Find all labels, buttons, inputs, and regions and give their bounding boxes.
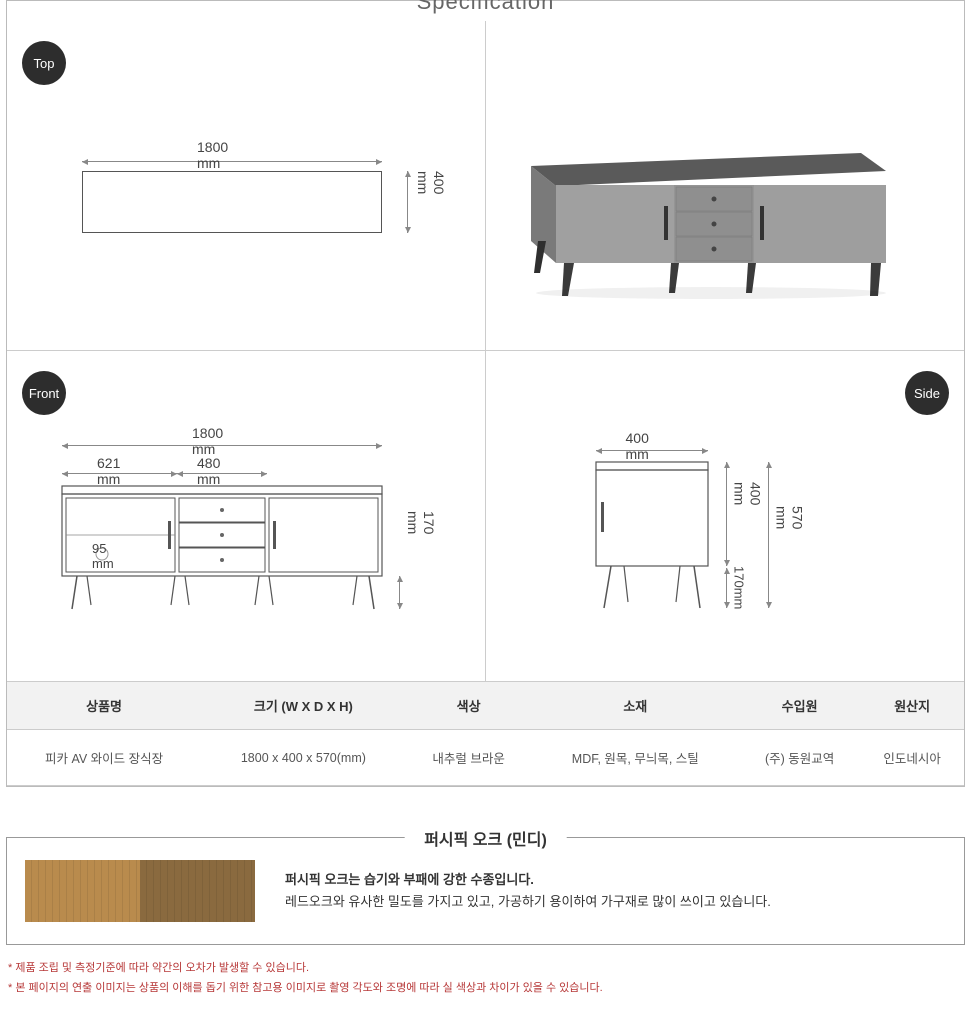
badge-top: Top xyxy=(22,41,66,85)
footnote-2: * 본 페이지의 연출 이미지는 상품의 이해를 돕기 위한 참고용 이미지로 … xyxy=(8,979,963,999)
td-material: MDF, 원목, 무늬목, 스틸 xyxy=(532,730,739,786)
material-line2: 레드오크와 유사한 밀도를 가지고 있고, 가공하기 용이하여 가구재로 많이 … xyxy=(285,891,771,913)
badge-front: Front xyxy=(22,371,66,415)
footnote-1: * 제품 조립 및 측정기준에 따라 약간의 오차가 발생할 수 있습니다. xyxy=(8,959,963,979)
material-line1: 퍼시픽 오크는 습기와 부패에 강한 수종입니다. xyxy=(285,869,771,891)
dim-front-width: 1800 mm xyxy=(192,425,223,457)
cell-side-view: Side 400 mm 400 mm 170mm xyxy=(486,351,965,681)
dim-side-total-h: 570 mm xyxy=(774,506,806,529)
dim-top-width: 1800 mm xyxy=(197,139,228,171)
td-origin: 인도네시아 xyxy=(860,730,964,786)
material-text: 퍼시픽 오크는 습기와 부패에 강한 수종입니다. 레드오크와 유사한 밀도를 … xyxy=(285,869,771,913)
td-size: 1800 x 400 x 570(mm) xyxy=(201,730,405,786)
spec-table-header-row: 상품명 크기 (W X D X H) 색상 소재 수입원 원산지 xyxy=(7,682,964,730)
td-color: 내추럴 브라운 xyxy=(406,730,532,786)
cell-top-view: Top 1800 mm 400 mm xyxy=(7,21,486,351)
th-material: 소재 xyxy=(532,682,739,730)
cell-photo xyxy=(486,21,965,351)
td-importer: (주) 동원교역 xyxy=(739,730,860,786)
spec-grid: Top 1800 mm 400 mm xyxy=(7,21,964,681)
dim-side-body-h: 400 mm xyxy=(732,482,764,505)
td-name: 피카 AV 와이드 장식장 xyxy=(7,730,201,786)
dim-front-leg-h: 170 mm xyxy=(405,511,437,534)
footnotes: * 제품 조립 및 측정기준에 따라 약간의 오차가 발생할 수 있습니다. *… xyxy=(8,959,963,999)
dim-side-leg-h: 170mm xyxy=(732,566,747,609)
material-box: 퍼시픽 오크 (민디) 퍼시픽 오크는 습기와 부패에 강한 수종입니다. 레드… xyxy=(6,837,965,945)
spec-title: Specification xyxy=(7,0,964,21)
th-name: 상품명 xyxy=(7,682,201,730)
th-size: 크기 (W X D X H) xyxy=(201,682,405,730)
spec-table-row: 피카 AV 와이드 장식장 1800 x 400 x 570(mm) 내추럴 브… xyxy=(7,730,964,786)
product-photo xyxy=(516,141,896,291)
th-origin: 원산지 xyxy=(860,682,964,730)
cell-front-view: Front 1800 mm 621 mm 480 mm xyxy=(7,351,486,681)
th-importer: 수입원 xyxy=(739,682,860,730)
material-title: 퍼시픽 오크 (민디) xyxy=(404,826,567,850)
th-color: 색상 xyxy=(406,682,532,730)
material-swatch xyxy=(25,860,255,922)
badge-side: Side xyxy=(905,371,949,415)
spec-table: 상품명 크기 (W X D X H) 색상 소재 수입원 원산지 피카 AV 와… xyxy=(7,681,964,786)
dim-top-depth: 400 mm xyxy=(415,171,447,194)
dim-front-inner-h: 95 mm xyxy=(92,541,114,571)
spec-container: Specification Top 1800 mm 400 mm xyxy=(6,0,965,787)
